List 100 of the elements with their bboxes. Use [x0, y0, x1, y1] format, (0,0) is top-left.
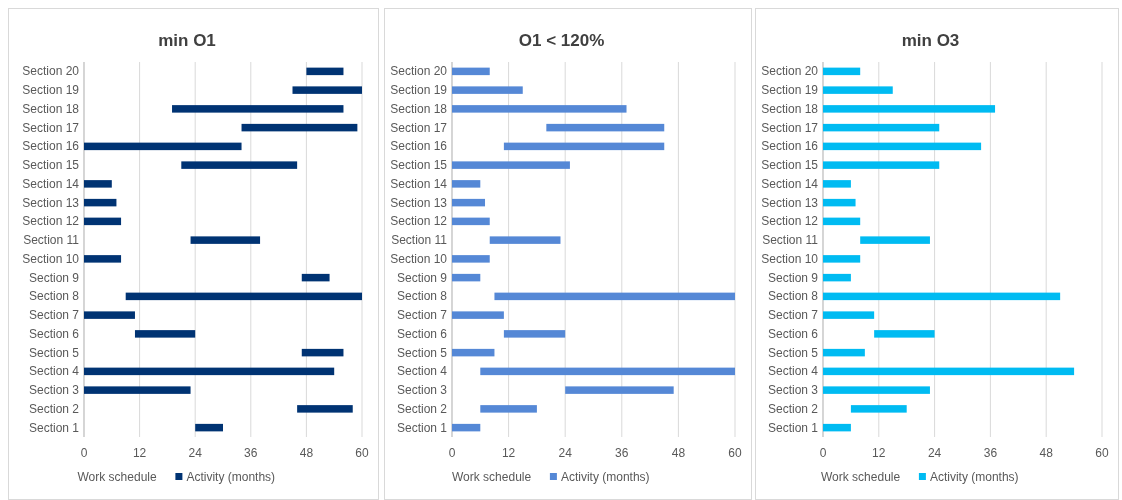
bar [823, 311, 875, 319]
y-tick-label: Section 5 [396, 345, 448, 360]
y-tick-label: Section 18 [390, 101, 448, 116]
bar [823, 348, 865, 357]
y-tick-label: Section 17 [761, 120, 819, 135]
bar [546, 123, 665, 132]
x-tick-label: 60 [1095, 446, 1109, 460]
bar [823, 423, 851, 432]
bar [823, 161, 940, 169]
bar [125, 292, 362, 301]
x-tick-label: 36 [615, 446, 629, 460]
y-tick-label: Section 17 [22, 120, 80, 135]
x-tick-label: 0 [448, 446, 456, 460]
x-tick-label: 48 [1039, 446, 1054, 460]
y-tick-label: Section 9 [28, 270, 80, 285]
bar [181, 161, 298, 169]
bar [823, 273, 851, 282]
legend-label: Activity (months) [186, 470, 276, 484]
y-tick-label: Section 6 [28, 326, 80, 341]
legend-title: Work schedule [452, 470, 532, 484]
bar [565, 386, 674, 394]
y-tick-label: Section 11 [762, 233, 819, 248]
y-tick-label: Section 14 [390, 176, 448, 191]
y-tick-label: Section 15 [22, 158, 80, 173]
bar [823, 67, 861, 76]
bar [452, 273, 481, 282]
y-tick-label: Section 8 [28, 289, 80, 304]
y-tick-label: Section 7 [28, 308, 80, 323]
bar [494, 292, 735, 301]
bar [452, 180, 481, 188]
y-tick-label: Section 2 [767, 401, 819, 416]
legend-label: Activity (months) [929, 470, 1019, 484]
y-tick-label: Section 9 [767, 270, 819, 285]
x-tick-label: 24 [558, 446, 573, 460]
bar [452, 105, 627, 113]
bar [306, 67, 344, 76]
bar [84, 255, 122, 263]
y-tick-label: Section 18 [761, 101, 819, 116]
x-tick-label: 12 [872, 446, 886, 460]
y-tick-label: Section 13 [761, 195, 819, 210]
x-tick-label: 0 [80, 446, 88, 460]
bar [452, 311, 504, 319]
y-tick-label: Section 8 [767, 289, 819, 304]
y-tick-label: Section 15 [390, 158, 448, 173]
bar [823, 105, 996, 113]
y-tick-label: Section 11 [391, 233, 448, 248]
y-tick-label: Section 16 [390, 139, 448, 154]
chart-title: O1 < 120% [518, 31, 605, 50]
y-tick-label: Section 19 [390, 83, 448, 98]
y-tick-label: Section 16 [761, 139, 819, 154]
legend-title: Work schedule [77, 470, 157, 484]
y-tick-label: Section 20 [22, 64, 80, 79]
y-tick-label: Section 9 [396, 270, 448, 285]
x-tick-label: 0 [819, 446, 827, 460]
bar [503, 330, 566, 338]
bar [190, 236, 261, 244]
y-tick-label: Section 1 [396, 420, 448, 435]
chart-title: min O3 [901, 31, 960, 50]
bar [452, 217, 490, 226]
bar [84, 367, 335, 376]
x-tick-label: 24 [927, 446, 942, 460]
x-tick-label: 12 [501, 446, 516, 460]
x-tick-label: 48 [299, 446, 314, 460]
y-tick-label: Section 4 [28, 364, 80, 379]
bar [84, 142, 242, 151]
bar [850, 405, 907, 413]
bar [823, 142, 982, 151]
y-tick-label: Section 7 [767, 308, 819, 323]
y-tick-label: Section 10 [390, 251, 448, 266]
bar [503, 142, 665, 151]
x-tick-label: 36 [983, 446, 998, 460]
bar [480, 405, 537, 413]
bar [874, 330, 935, 338]
bar [292, 86, 362, 94]
x-tick-label: 60 [728, 446, 742, 460]
y-tick-label: Section 2 [396, 401, 448, 416]
bar [452, 86, 523, 94]
bar [452, 161, 570, 169]
bar [452, 348, 495, 357]
bar [172, 105, 344, 113]
y-tick-label: Section 14 [22, 176, 80, 191]
bar [84, 311, 135, 319]
y-tick-label: Section 3 [396, 383, 448, 398]
y-tick-label: Section 16 [22, 139, 80, 154]
bar [84, 180, 112, 188]
y-tick-label: Section 6 [396, 326, 448, 341]
bar [452, 255, 490, 263]
x-tick-label: 48 [671, 446, 686, 460]
x-tick-label: 24 [188, 446, 203, 460]
bar [860, 236, 930, 244]
y-tick-label: Section 12 [22, 214, 80, 229]
y-tick-label: Section 20 [390, 64, 448, 79]
bar [823, 292, 1061, 301]
bar [480, 367, 735, 376]
y-tick-label: Section 13 [390, 195, 448, 210]
bar [84, 217, 122, 226]
y-tick-label: Section 19 [761, 83, 819, 98]
y-tick-label: Section 10 [761, 251, 819, 266]
y-tick-label: Section 8 [396, 289, 448, 304]
y-tick-label: Section 10 [22, 251, 80, 266]
